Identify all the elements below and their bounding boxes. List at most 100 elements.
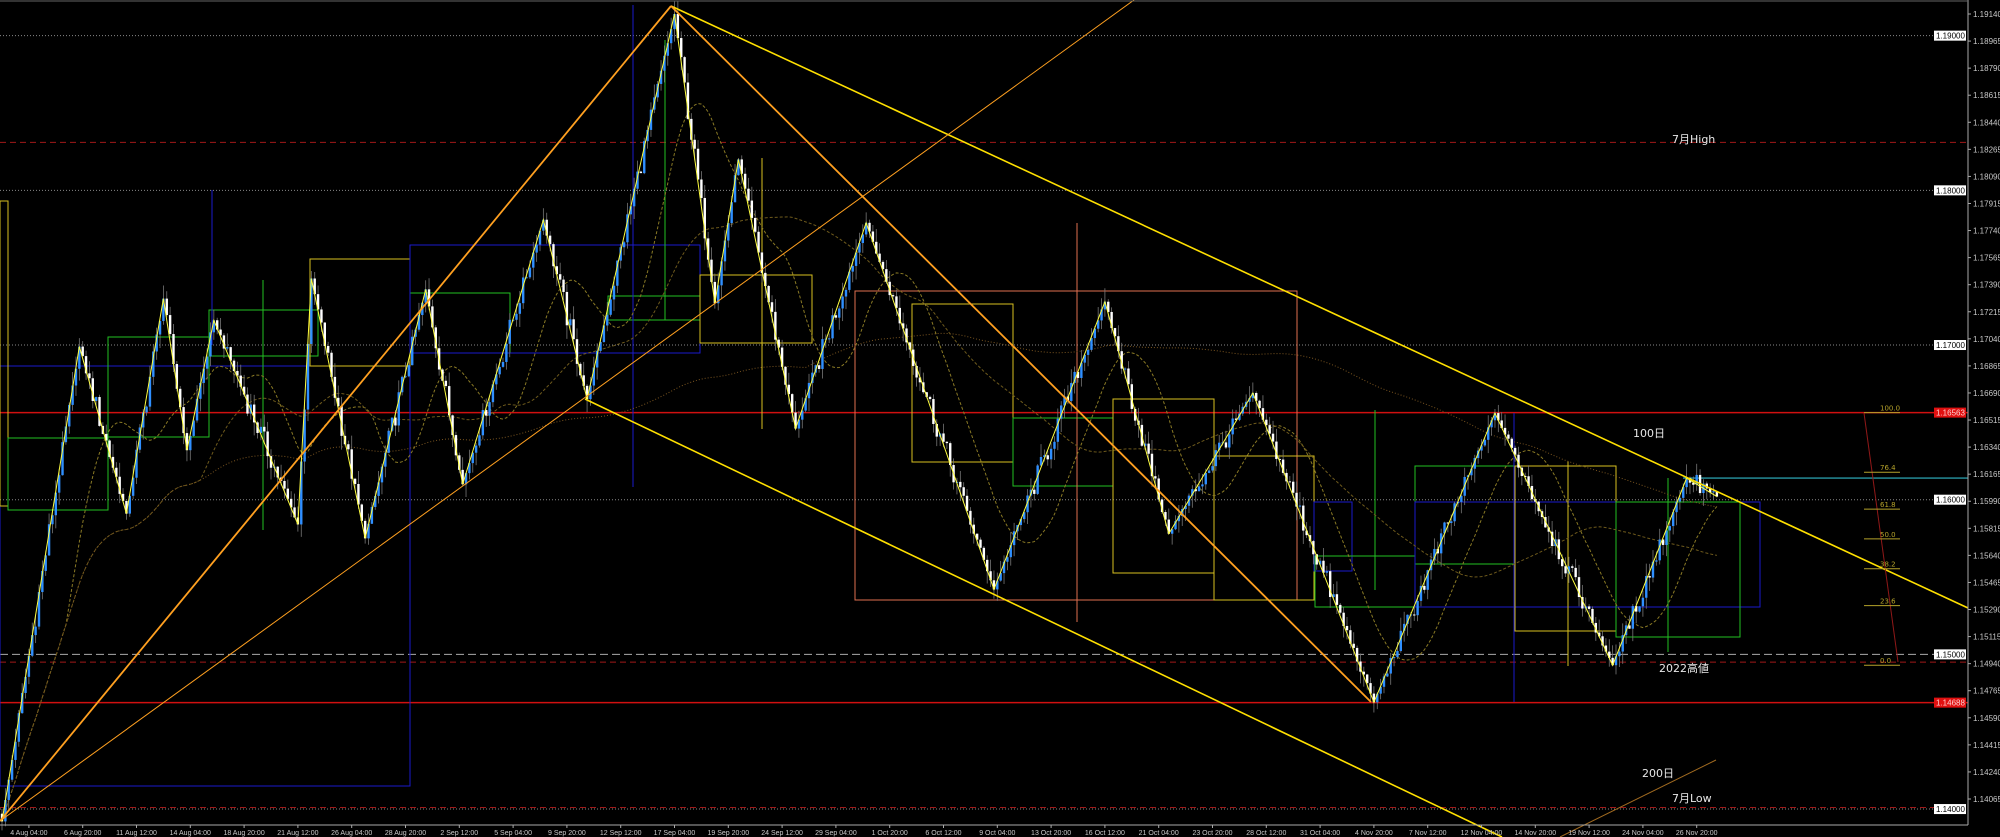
fib-level-label: 38.2 [1880,561,1896,569]
candle-body [182,407,185,434]
candle-body [673,14,676,30]
candle-body [1668,526,1671,531]
candle-body [1049,448,1053,460]
candle-body [1345,625,1349,631]
candle-body [1184,505,1187,510]
candle-body [1006,557,1009,562]
candle-body [152,351,155,377]
candle-body [918,377,922,383]
candle-body [1335,594,1339,605]
candle-body [619,247,622,261]
candle-body [1339,604,1342,613]
candle-body [690,118,693,140]
price-level-box [1934,30,1966,41]
candle-body [1164,512,1167,520]
candle-body [770,302,774,312]
candle-body [289,498,293,508]
candle-body [1150,453,1154,477]
candle-body [1002,561,1006,574]
candle-body [20,692,24,714]
candle-body [834,315,838,318]
candle-body [1382,676,1386,687]
candle-body [118,476,121,494]
candle-body [1517,454,1520,468]
candle-body [1096,320,1100,329]
price-level-box [1934,494,1966,505]
time-tick-label: 24 Sep 12:00 [761,830,803,837]
candle-body [1130,384,1133,409]
candle-body [831,315,834,339]
candle-body [7,779,10,800]
candle-body [1127,368,1130,385]
candle-body [959,481,962,488]
candle-body [1453,503,1456,522]
candle-body [98,397,101,426]
candle-body [441,369,444,381]
time-tick-label: 26 Aug 04:00 [331,830,372,837]
candle-body [1328,571,1332,598]
candle-body [538,230,542,245]
candle-body [982,547,986,560]
candle-body [414,329,417,337]
time-tick-label: 4 Nov 20:00 [1355,830,1393,837]
time-tick-label: 28 Aug 20:00 [385,830,426,837]
candle-body [179,388,182,408]
candle-body [111,456,115,468]
candle-body [727,223,730,241]
candle-body [1362,671,1366,675]
candle-body [427,289,431,307]
candle-body [222,335,226,349]
note-july-high: 7月High [1672,133,1715,146]
time-tick-label: 11 Aug 12:00 [116,830,157,837]
trend-line-up-thin [0,0,1135,822]
candle-body [1439,533,1443,554]
candle-body [1315,554,1318,565]
price-tick-label: 1.17915 [1973,199,2000,208]
price-level-box [1934,340,1966,351]
candle-body [252,404,256,423]
candle-body [1295,492,1298,507]
price-level-label: 1.18000 [1936,186,1965,195]
price-level-label: 1.17000 [1936,341,1965,350]
candle-body [1120,351,1123,369]
price-tick-label: 1.15640 [1973,551,2000,560]
candle-body [64,426,68,443]
candle-body [1325,571,1329,573]
candle-body [1056,418,1060,442]
candle-body [1265,419,1268,426]
candle-body [737,159,740,176]
candle-body [717,285,720,304]
candle-body [390,417,394,431]
candle-body [323,322,326,346]
candle-body [202,368,205,383]
range-box [1313,501,1353,572]
candle-body [1046,455,1049,460]
candle-body [320,309,323,323]
candle-body [1648,576,1651,578]
candle-body [945,441,949,444]
candle-body [155,334,158,352]
candle-body [1211,466,1214,471]
candle-body [1281,459,1285,473]
candle-body [17,713,21,742]
candle-body [1419,585,1423,601]
candle-body [780,347,784,367]
candle-body [61,442,64,476]
candle-body [246,394,249,414]
candle-body [949,443,952,466]
candle-body [1181,509,1184,516]
price-level-label: 1.14688 [1936,699,1965,708]
candle-body [199,382,202,399]
candle-body [1483,439,1487,446]
price-tick-label: 1.18265 [1973,145,2000,154]
candle-body [1524,475,1527,477]
candle-body [1342,612,1345,626]
candle-body [1675,501,1678,513]
candle-body [88,373,91,379]
candle-body [4,799,7,822]
candle-body [548,235,552,245]
price-tick-label: 1.14940 [1973,660,2000,669]
